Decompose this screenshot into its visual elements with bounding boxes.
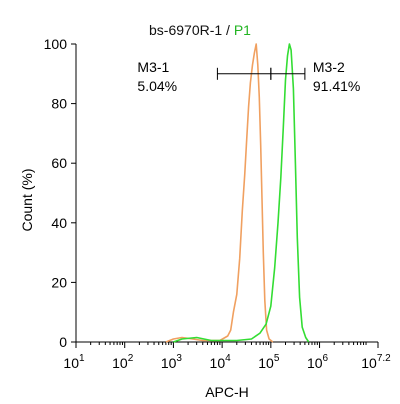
- gates-layer: M3-1 5.04% M3-2 91.41%: [137, 59, 360, 94]
- title-prefix: bs-6970R-1 /: [149, 22, 234, 38]
- x-tick-label: 106: [307, 353, 329, 371]
- x-tick-label: 102: [112, 353, 134, 371]
- y-tick-label: 40: [51, 215, 67, 231]
- gate-label-2: M3-2: [313, 59, 345, 75]
- gate-percent-2: 91.41%: [313, 78, 360, 94]
- title-accent: P1: [233, 22, 251, 38]
- x-tick-label: 105: [258, 353, 280, 371]
- y-tick-label: 20: [51, 274, 67, 290]
- y-tick-label: 0: [59, 334, 67, 350]
- series-layer: [165, 43, 310, 343]
- x-tick-label: 103: [161, 353, 183, 371]
- y-tick-label: 60: [51, 155, 67, 171]
- x-axis-label: APC-H: [205, 384, 249, 400]
- x-tick-label: 107.2: [361, 353, 391, 371]
- y-axis-label: Count (%): [19, 168, 35, 231]
- gate-percent-1: 5.04%: [137, 78, 177, 94]
- x-tick-label: 101: [63, 353, 85, 371]
- x-tick-label: 104: [210, 353, 232, 371]
- histogram-line-2: [173, 43, 310, 343]
- axes: 0 20 40 60 80 100 101 102 103 104 105 106 107.2: [44, 36, 392, 371]
- chart-title: bs-6970R-1 / P1: [0, 22, 400, 38]
- gate-label-1: M3-1: [137, 59, 169, 75]
- y-tick-label: 80: [51, 96, 67, 112]
- histogram-line-1: [165, 43, 274, 343]
- y-tick-label: 100: [44, 36, 68, 52]
